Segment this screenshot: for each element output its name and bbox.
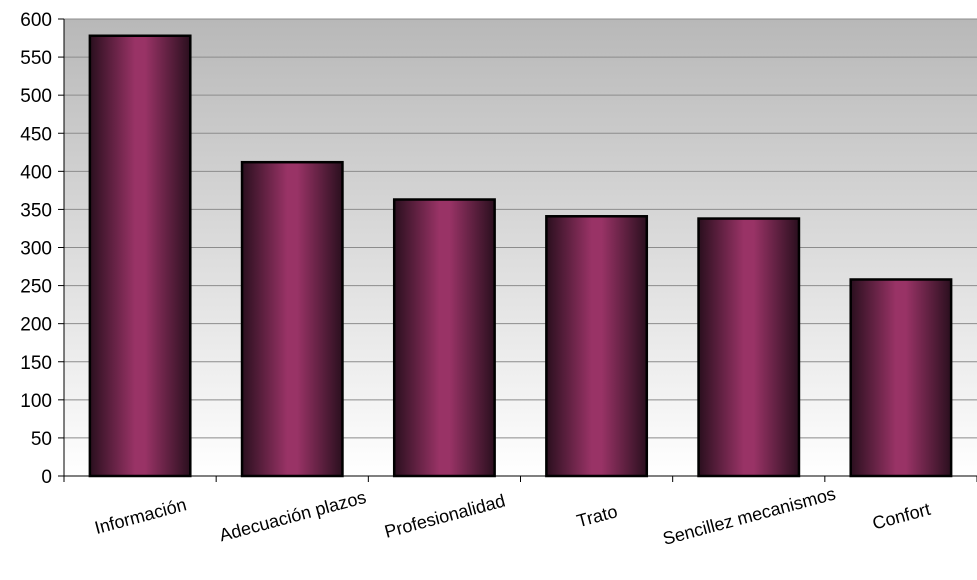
y-tick-label: 450 — [20, 124, 52, 145]
y-tick-label: 150 — [20, 353, 52, 374]
gridlines — [64, 18, 977, 439]
bar — [697, 217, 801, 478]
y-tick-label: 600 — [20, 10, 52, 31]
bar — [545, 215, 649, 478]
x-tick-label: Confort — [870, 499, 932, 534]
bars — [88, 34, 953, 478]
y-tick-label: 300 — [20, 239, 52, 260]
bar — [392, 198, 496, 478]
x-tick-label: Trato — [574, 501, 619, 531]
y-tick-label: 100 — [20, 391, 52, 412]
axes — [58, 18, 977, 482]
y-tick-label: 0 — [41, 467, 52, 488]
bar — [88, 34, 192, 478]
x-tick-label: Profesionalidad — [382, 490, 507, 541]
y-tick-label: 200 — [20, 315, 52, 336]
x-tick-label: Información — [93, 494, 189, 538]
y-tick-labels: 0 50 100 150 200 250 300 350 400 450 500 550 600 — [20, 10, 52, 488]
y-tick-label: 250 — [20, 277, 52, 298]
y-tick-label: 500 — [20, 86, 52, 107]
x-tick-labels: Información Adecuación plazos Profesionali… — [93, 484, 933, 549]
y-tick-label: 350 — [20, 200, 52, 221]
bar — [849, 278, 953, 478]
x-tick-label: Sencillez mecanismos — [661, 484, 838, 549]
bar — [240, 160, 344, 478]
y-tick-label: 550 — [20, 48, 52, 69]
x-tick-label: Adecuación plazos — [217, 487, 368, 545]
y-tick-label: 400 — [20, 162, 52, 183]
y-tick-label: 50 — [31, 429, 52, 450]
